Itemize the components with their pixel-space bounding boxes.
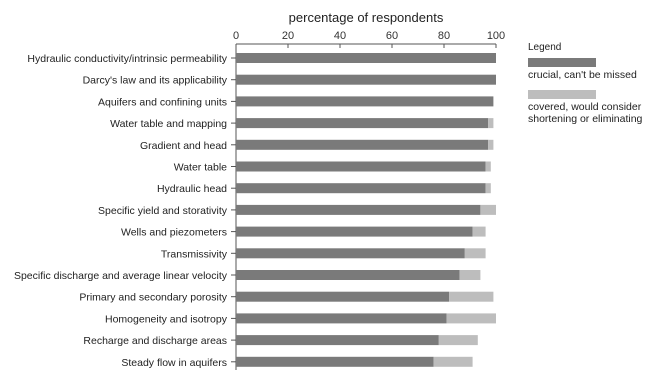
- x-tick-label: 60: [386, 30, 398, 42]
- category-label: Specific yield and storativity: [98, 205, 228, 217]
- category-label: Steady flow in aquifers: [121, 357, 227, 369]
- bar-covered: [464, 248, 486, 259]
- bar-crucial: [236, 313, 447, 324]
- legend-swatch-covered: [528, 90, 596, 99]
- legend: Legend crucial, can't be missed covered,…: [528, 42, 643, 125]
- bar-covered: [472, 226, 486, 237]
- x-tick-label: 80: [438, 30, 450, 42]
- bar-crucial: [236, 291, 450, 302]
- bar-crucial: [236, 248, 465, 259]
- category-label: Primary and secondary porosity: [79, 292, 227, 304]
- bar-covered: [485, 183, 491, 194]
- bar-crucial: [236, 226, 473, 237]
- bar-crucial: [236, 53, 496, 63]
- category-label: Homogeneity and isotropy: [105, 313, 228, 325]
- x-axis-title: percentage of respondents: [289, 10, 444, 25]
- x-tick-label: 100: [487, 30, 505, 42]
- legend-label-covered-line2: shortening or eliminating: [528, 113, 643, 125]
- bar-crucial: [236, 139, 489, 150]
- category-label: Water table and mapping: [110, 118, 227, 130]
- legend-label-covered-line1: covered, would consider: [528, 101, 642, 113]
- bar-covered: [480, 204, 496, 215]
- category-label: Recharge and discharge areas: [83, 335, 227, 347]
- bar-covered: [459, 270, 481, 280]
- bar-covered: [488, 139, 494, 150]
- bar-covered: [485, 161, 491, 172]
- category-label: Gradient and head: [140, 140, 227, 152]
- bar-covered: [446, 313, 496, 324]
- bar-covered: [438, 335, 478, 346]
- category-label: Darcy's law and its applicability: [83, 75, 228, 87]
- category-label: Aquifers and confining units: [98, 96, 227, 108]
- bar-crucial: [236, 118, 489, 129]
- bar-crucial: [236, 183, 486, 194]
- bar-crucial: [236, 356, 434, 367]
- legend-swatch-crucial: [528, 58, 596, 67]
- bar-covered: [488, 118, 494, 129]
- legend-label-crucial: crucial, can't be missed: [528, 69, 637, 81]
- bar-crucial: [236, 74, 496, 85]
- x-tick-label: 20: [282, 30, 294, 42]
- bar-crucial: [236, 335, 439, 346]
- x-tick-label: 0: [233, 30, 239, 42]
- x-tick-label: 40: [334, 30, 346, 42]
- bar-crucial: [236, 96, 494, 107]
- legend-title: Legend: [528, 42, 561, 53]
- category-label: Water table: [174, 162, 227, 174]
- bar-covered: [433, 356, 473, 367]
- category-label: Specific discharge and average linear ve…: [14, 270, 228, 282]
- category-label: Hydraulic conductivity/intrinsic permeab…: [27, 53, 227, 65]
- category-label: Wells and piezometers: [121, 227, 227, 239]
- bar-covered: [449, 291, 494, 302]
- bar-crucial: [236, 270, 460, 280]
- category-label: Transmissivity: [161, 248, 228, 260]
- category-label: Hydraulic head: [157, 183, 227, 195]
- bar-crucial: [236, 161, 486, 172]
- bar-crucial: [236, 204, 481, 215]
